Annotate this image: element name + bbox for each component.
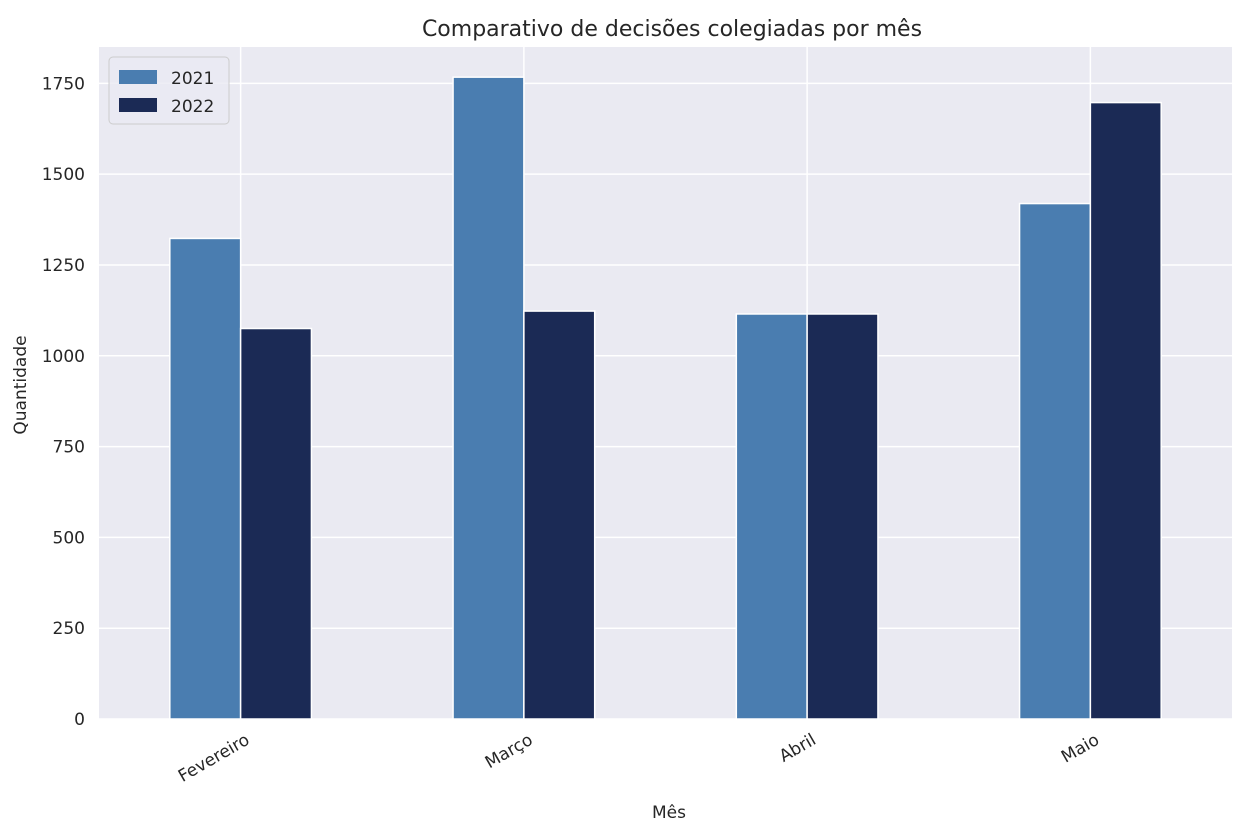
bar-2021-maio <box>1018 202 1092 720</box>
y-tick-label: 250 <box>53 619 85 639</box>
y-axis-label: Quantidade <box>11 335 31 434</box>
y-tick-label: 500 <box>53 528 85 548</box>
x-tick-labels: Fevereiro Março Abril Maio <box>175 730 1103 787</box>
x-tick-label: Abril <box>776 730 820 767</box>
bar-2021-março <box>452 76 525 720</box>
legend-swatch <box>119 70 157 84</box>
y-tick-label: 1500 <box>42 165 85 185</box>
legend-label: 2022 <box>171 97 214 117</box>
y-tick-labels: 0 250 500 750 1000 1250 1500 1750 <box>42 74 85 730</box>
x-tick-label: Maio <box>1058 730 1103 767</box>
x-tick-label: Fevereiro <box>175 730 253 787</box>
y-tick-label: 750 <box>53 438 85 458</box>
legend-label: 2021 <box>171 69 214 89</box>
y-tick-label: 1750 <box>42 74 85 94</box>
bars <box>169 76 1162 720</box>
bar-2022-abril <box>806 313 879 720</box>
x-tick-label: Março <box>482 730 537 773</box>
y-tick-label: 1250 <box>42 256 85 276</box>
bar-2022-fevereiro <box>239 327 313 720</box>
y-tick-label: 0 <box>74 710 85 730</box>
x-axis-label: Mês <box>652 803 686 823</box>
legend: 2021 2022 <box>108 56 230 125</box>
bar-2022-maio <box>1089 101 1162 720</box>
y-tick-label: 1000 <box>42 347 85 367</box>
bar-2021-abril <box>735 313 808 720</box>
bar-2021-fevereiro <box>169 237 242 720</box>
legend-swatch <box>119 98 157 112</box>
bar-2022-março <box>523 310 596 720</box>
chart-title: Comparativo de decisões colegiadas por m… <box>422 17 922 42</box>
